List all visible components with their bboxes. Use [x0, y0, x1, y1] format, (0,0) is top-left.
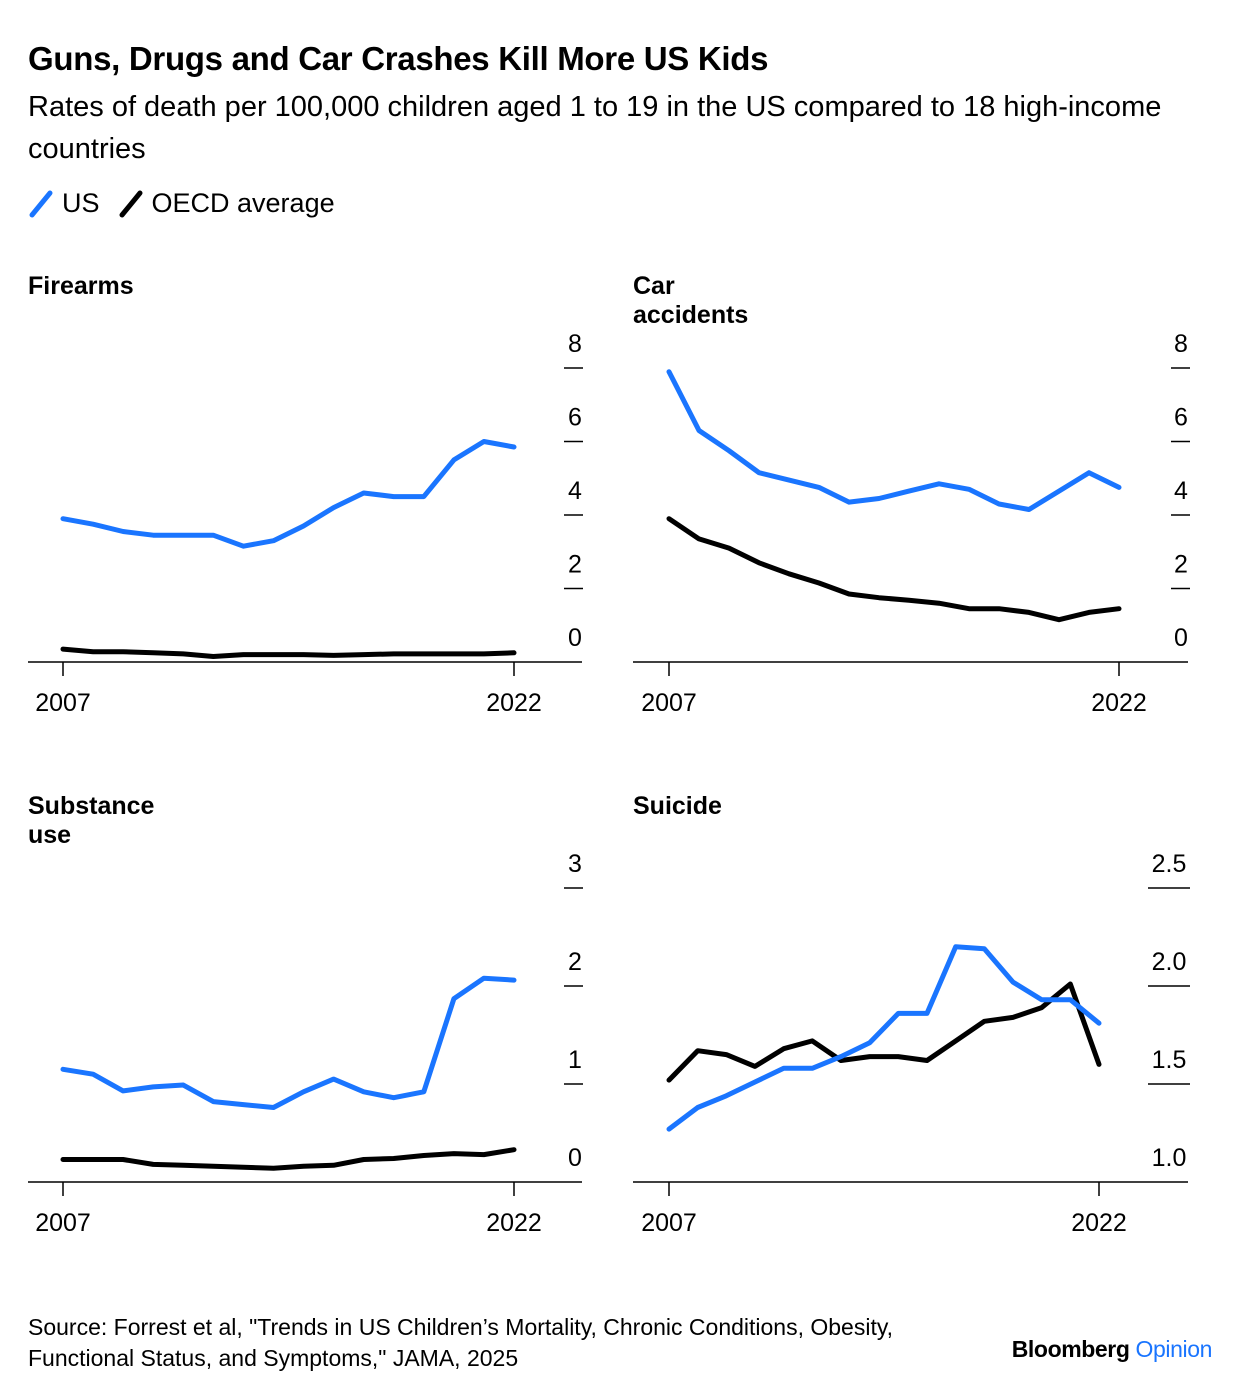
legend: US OECD average — [28, 188, 353, 219]
brand-logo: Bloomberg Opinion — [1011, 1336, 1213, 1363]
series-line-oecd — [666, 516, 1122, 623]
y-tick-label: 2.5 — [1152, 850, 1187, 878]
series-line-us — [60, 975, 517, 1110]
x-tick-label: 2022 — [1091, 689, 1147, 717]
x-tick-label: 2007 — [35, 1209, 91, 1237]
series-line-us — [666, 944, 1102, 1132]
legend-swatch-us — [29, 190, 53, 217]
y-tick-label: 2 — [1174, 551, 1188, 579]
chart-subtitle: Rates of death per 100,000 children aged… — [28, 91, 1162, 165]
y-tick-label: 6 — [1174, 404, 1188, 432]
brand-name: Bloomberg — [1011, 1336, 1130, 1362]
series-line-us — [60, 439, 517, 549]
y-tick-label: 0 — [568, 1144, 582, 1172]
y-tick-label: 0 — [1174, 624, 1188, 652]
series-line-oecd — [60, 1147, 517, 1171]
x-tick-label: 2007 — [35, 689, 91, 717]
legend-item-us: US — [28, 188, 100, 219]
legend-label-oecd: OECD average — [151, 188, 335, 218]
panel-title-substance-use: Substance use — [28, 792, 155, 849]
chart-title: Guns, Drugs and Car Crashes Kill More US… — [28, 40, 769, 77]
y-tick-label: 8 — [568, 330, 582, 358]
legend-swatch-oecd — [119, 190, 143, 217]
x-tick-label: 2007 — [641, 689, 697, 717]
y-tick-label: 2.0 — [1152, 948, 1187, 976]
y-tick-label: 6 — [568, 404, 582, 432]
y-tick-label: 4 — [1174, 477, 1188, 505]
x-tick-label: 2022 — [1071, 1209, 1127, 1237]
panel-title-car-accidents: Car accidents — [633, 272, 749, 329]
series-line-us — [666, 369, 1122, 512]
brand-suffix: Opinion — [1135, 1336, 1213, 1362]
series-line-oecd — [666, 981, 1102, 1083]
y-tick-label: 1 — [568, 1046, 582, 1074]
x-tick-label: 2007 — [641, 1209, 697, 1237]
legend-item-oecd: OECD average — [118, 188, 335, 219]
series-line-oecd — [60, 646, 517, 659]
source-note: Source: Forrest et al, "Trends in US Chi… — [28, 1314, 894, 1371]
y-tick-label: 3 — [568, 850, 582, 878]
y-tick-label: 1.0 — [1152, 1144, 1187, 1172]
panel-title-suicide: Suicide — [633, 792, 722, 820]
y-tick-label: 2 — [568, 551, 582, 579]
y-tick-label: 4 — [568, 477, 582, 505]
y-tick-label: 1.5 — [1152, 1046, 1187, 1074]
legend-label-us: US — [62, 188, 100, 218]
panel-title-firearms: Firearms — [28, 272, 134, 300]
x-tick-label: 2022 — [486, 1209, 542, 1237]
y-tick-label: 0 — [568, 624, 582, 652]
x-tick-label: 2022 — [486, 689, 542, 717]
y-tick-label: 8 — [1174, 330, 1188, 358]
y-tick-label: 2 — [568, 948, 582, 976]
